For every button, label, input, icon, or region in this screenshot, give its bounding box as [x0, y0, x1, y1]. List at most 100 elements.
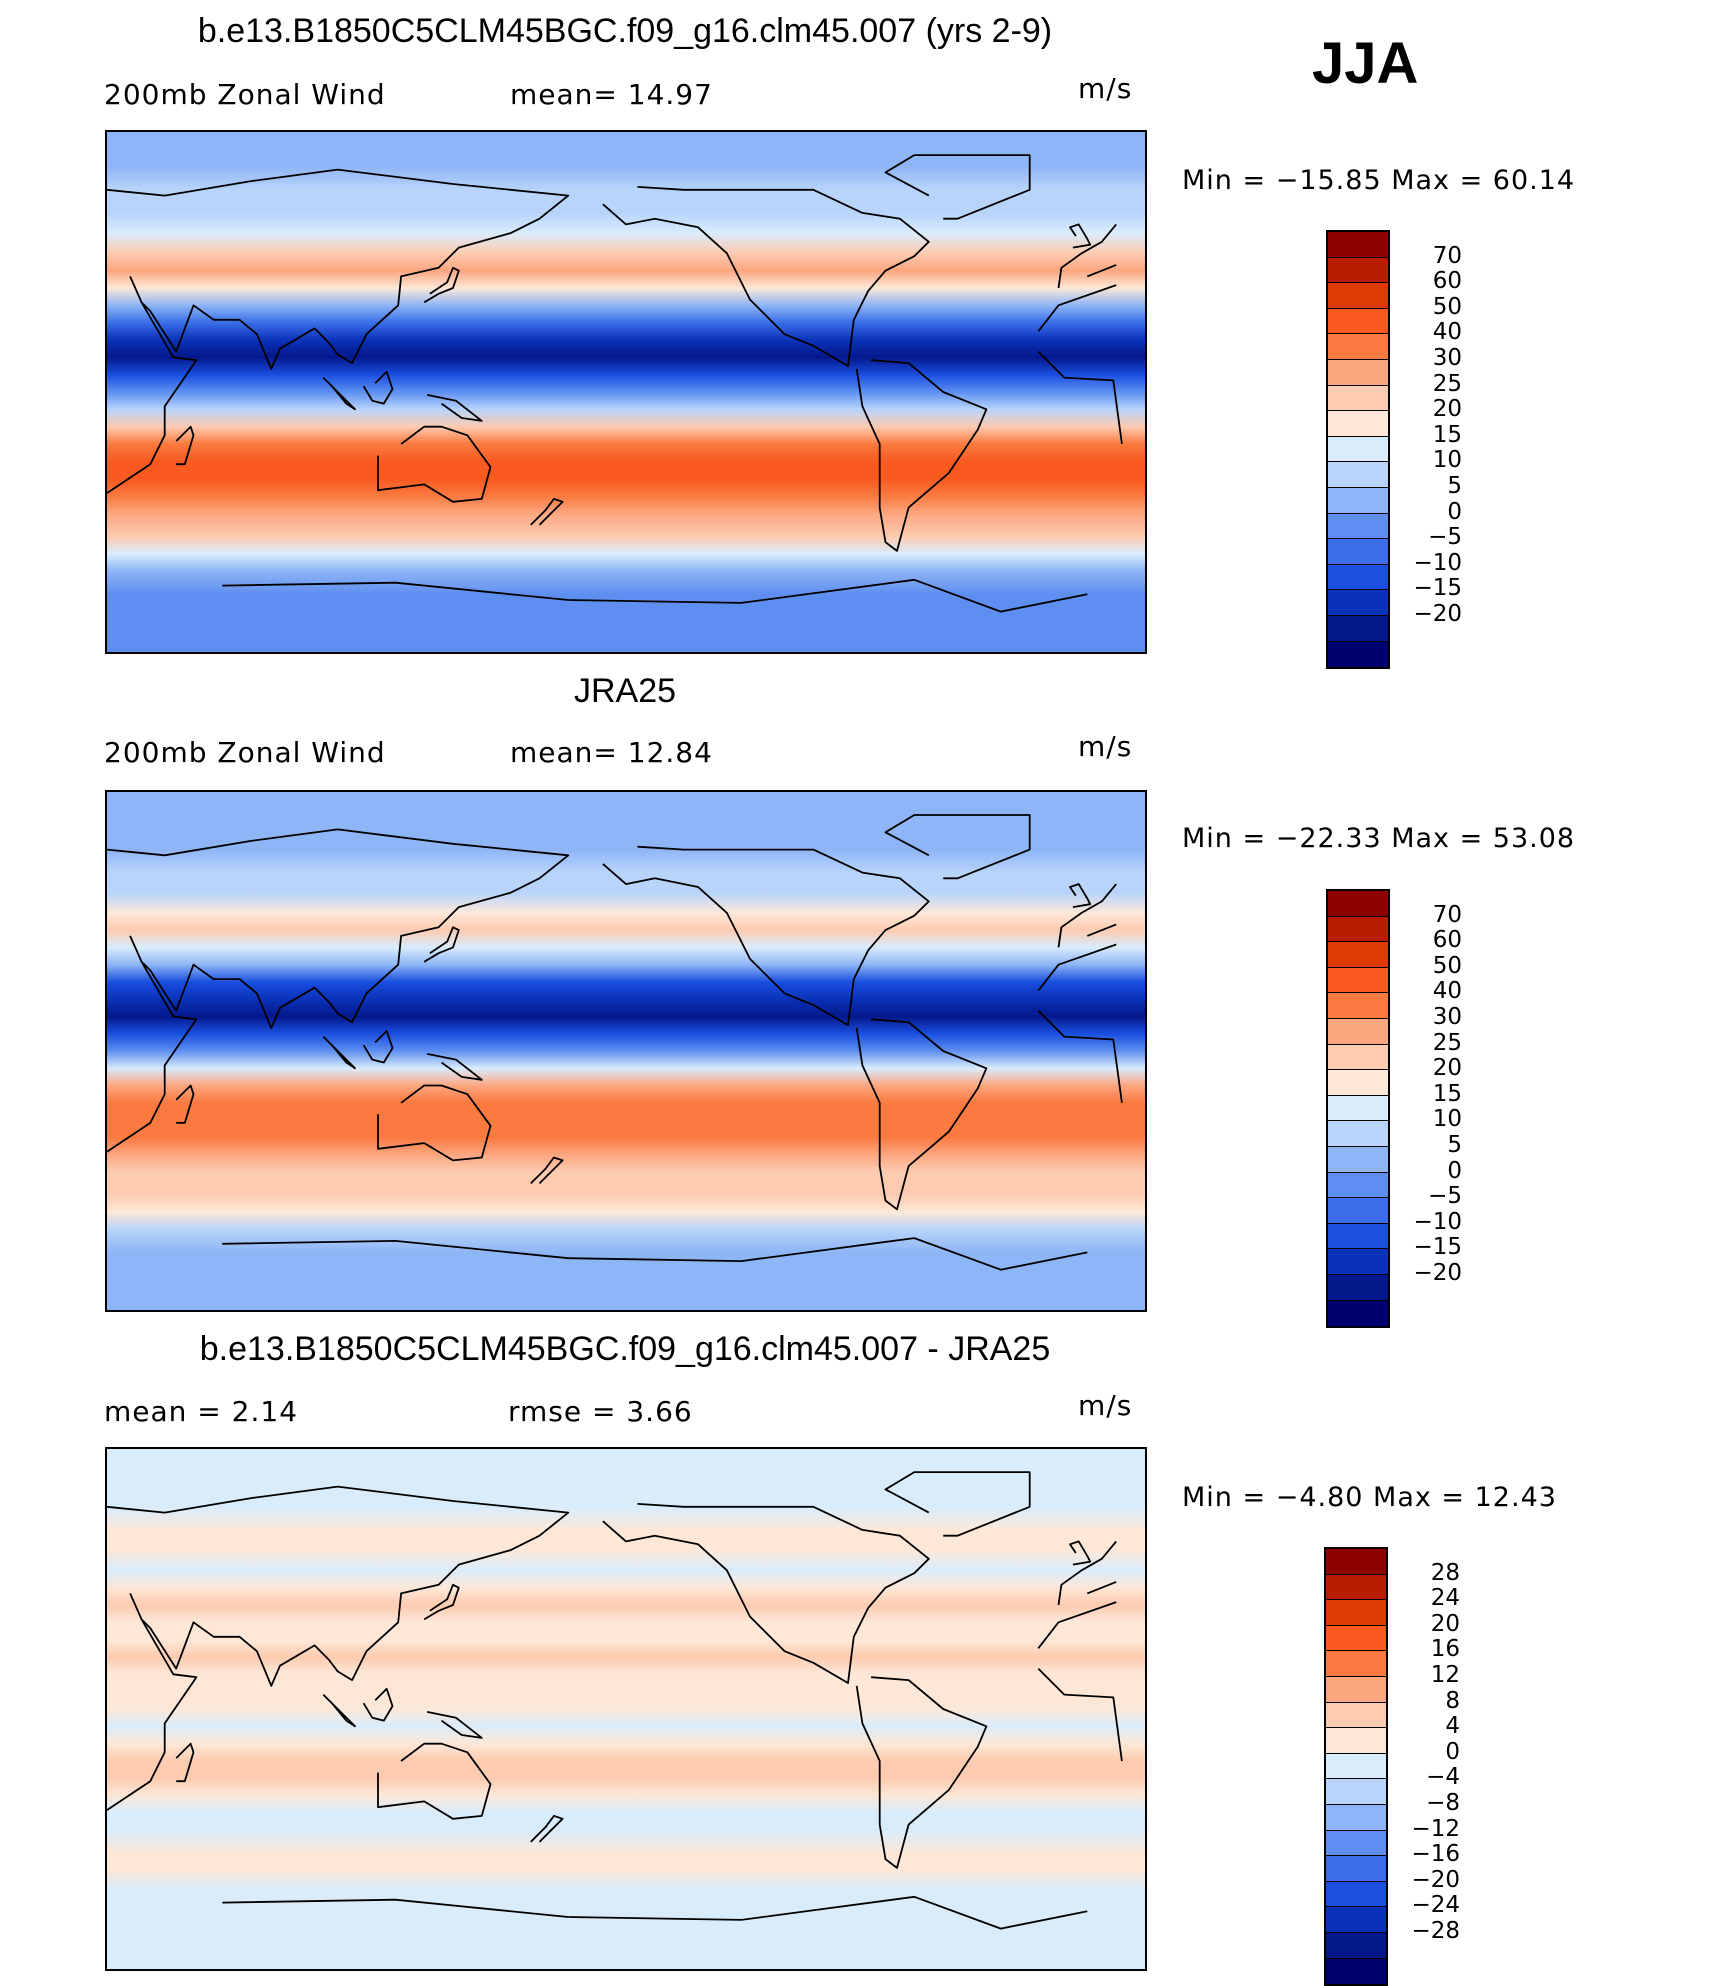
coastline: [322, 1693, 356, 1728]
panel-3-rmse-label: rmse = 3.66: [508, 1395, 693, 1428]
coastline: [1086, 1581, 1117, 1595]
coastline: [1037, 1601, 1117, 1649]
panel-3-colorbar: [1324, 1547, 1388, 1986]
panel-3-title: b.e13.B1850C5CLM45BGC.f09_g16.clm45.007 …: [199, 1330, 1051, 1368]
colorbar-swatch: [1328, 615, 1388, 642]
colorbar-swatch: [1326, 1779, 1386, 1805]
colorbar-swatch: [1328, 1172, 1388, 1199]
colorbar-tick-label: 0: [1445, 1738, 1460, 1765]
coastline: [377, 1742, 492, 1820]
colorbar-tick-label: 5: [1447, 1132, 1462, 1158]
panel-1-map: [105, 130, 1147, 654]
coastline: [423, 926, 460, 963]
coastline: [1086, 264, 1117, 278]
colorbar-tick-label: 10: [1432, 1106, 1462, 1133]
panel-2-variable-label: 200mb Zonal Wind: [104, 736, 386, 769]
coastline: [107, 168, 570, 370]
colorbar-tick-label: −20: [1411, 1866, 1460, 1893]
colorbar-swatch: [1328, 513, 1388, 540]
colorbar-swatch: [1328, 1146, 1388, 1173]
coastline: [222, 581, 569, 601]
panel-3-minmax: Min = −4.80 Max = 12.43: [1182, 1482, 1557, 1513]
coastline: [855, 1018, 988, 1211]
colorbar-tick-label: 5: [1447, 473, 1462, 499]
colorbar-tick-label: −15: [1413, 1234, 1462, 1261]
colorbar-tick-label: −10: [1413, 549, 1462, 576]
colorbar-tick-label: 28: [1430, 1559, 1460, 1586]
coastline: [855, 359, 988, 552]
coastline: [423, 266, 460, 304]
colorbar-tick-label: 40: [1432, 319, 1462, 346]
coastline: [362, 1687, 394, 1722]
coastline: [1037, 350, 1123, 445]
colorbar-tick-label: −10: [1413, 1208, 1462, 1235]
coastline: [107, 961, 198, 1153]
colorbar-swatch: [1326, 1804, 1386, 1831]
colorbar-tick-label: 16: [1430, 1636, 1460, 1663]
colorbar-tick-label: 30: [1432, 1004, 1462, 1030]
coastline: [377, 425, 492, 503]
colorbar-swatch: [1326, 1651, 1386, 1677]
colorbar-swatch: [1328, 334, 1388, 360]
colorbar-swatch: [1326, 1830, 1386, 1857]
coastline: [1037, 1667, 1123, 1762]
colorbar-swatch: [1328, 257, 1388, 284]
coastline: [222, 1239, 569, 1260]
colorbar-swatch: [1328, 385, 1388, 412]
coastline: [602, 1503, 930, 1684]
colorbar-tick-label: 4: [1445, 1713, 1460, 1740]
panel-2-colorbar: [1326, 889, 1390, 1329]
coastline: [568, 1237, 1088, 1271]
coastline: [426, 1053, 483, 1081]
colorbar-swatch: [1326, 1702, 1386, 1729]
coastline: [222, 1898, 569, 1918]
colorbar-tick-label: 15: [1432, 1080, 1462, 1107]
colorbar-swatch: [1328, 641, 1388, 668]
colorbar-swatch: [1326, 1881, 1386, 1908]
colorbar-swatch: [1328, 1249, 1388, 1275]
coastline: [1037, 284, 1117, 332]
colorbar-swatch: [1328, 1274, 1388, 1301]
coastline: [884, 154, 1031, 220]
coastline: [107, 301, 198, 494]
colorbar-tick-label: −5: [1428, 1183, 1462, 1210]
colorbar-tick-label: −12: [1411, 1815, 1460, 1842]
colorbar-tick-label: 60: [1432, 268, 1462, 295]
colorbar-tick-label: 40: [1432, 978, 1462, 1005]
coastline: [602, 186, 930, 367]
coastline: [568, 578, 1088, 613]
colorbar-swatch: [1328, 232, 1388, 258]
coastline: [1057, 1540, 1117, 1606]
colorbar-tick-label: 50: [1432, 293, 1462, 320]
colorbar-tick-label: −20: [1413, 1260, 1462, 1286]
colorbar-tick-label: 70: [1432, 901, 1462, 928]
coastline: [175, 1084, 195, 1124]
colorbar-swatch: [1328, 487, 1388, 514]
coastline: [377, 1084, 492, 1162]
map-canvas: [107, 132, 1145, 652]
colorbar-tick-label: 70: [1432, 242, 1462, 269]
colorbar-swatch: [1326, 1907, 1386, 1933]
coastline: [426, 394, 483, 422]
colorbar-swatch: [1328, 1018, 1388, 1045]
coastline: [602, 845, 930, 1027]
coastline: [1069, 1540, 1092, 1566]
coastline: [568, 1895, 1088, 1930]
colorbar-tick-label: 60: [1432, 927, 1462, 954]
panel-3-map: [105, 1447, 1147, 1971]
panel-2-title: JRA25: [573, 672, 677, 710]
panel-1-minmax: Min = −15.85 Max = 60.14: [1182, 165, 1576, 196]
colorbar-tick-label: −16: [1411, 1841, 1460, 1868]
panel-1-mean-label: mean= 14.97: [510, 78, 713, 111]
colorbar-tick-label: 50: [1432, 952, 1462, 979]
coastline: [423, 1583, 460, 1621]
colorbar-swatch: [1328, 916, 1388, 943]
colorbar-swatch: [1326, 1958, 1386, 1985]
coastline: [1069, 223, 1092, 249]
colorbar-tick-label: −4: [1426, 1764, 1460, 1791]
colorbar-tick-label: −28: [1411, 1918, 1460, 1944]
colorbar-swatch: [1328, 283, 1388, 309]
colorbar-swatch: [1326, 1856, 1386, 1882]
colorbar-tick-label: 30: [1432, 345, 1462, 371]
coastline: [322, 376, 356, 411]
